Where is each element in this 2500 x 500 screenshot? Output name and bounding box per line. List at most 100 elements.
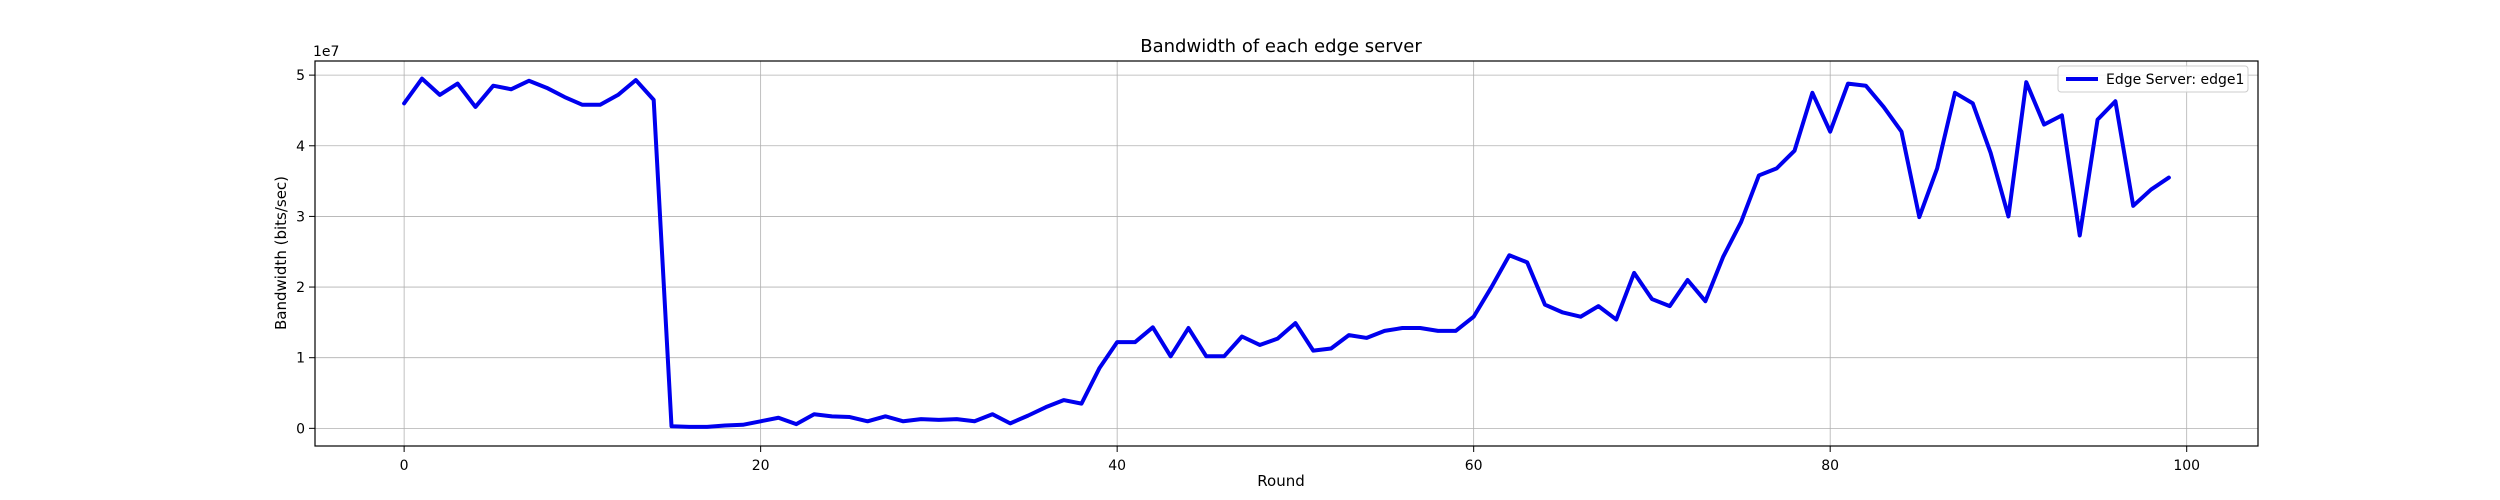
data-point: [776, 416, 780, 420]
data-point: [2042, 123, 2046, 127]
data-point: [1311, 349, 1315, 353]
data-point: [848, 415, 852, 419]
data-point: [1882, 105, 1886, 109]
data-point: [919, 417, 923, 421]
data-point: [2113, 99, 2117, 103]
data-point: [420, 77, 424, 81]
data-point: [1454, 329, 1458, 333]
data-point: [2078, 233, 2082, 237]
data-point: [1204, 354, 1208, 358]
data-point: [402, 101, 406, 105]
data-point: [1400, 326, 1404, 330]
data-point: [687, 425, 691, 429]
data-point: [1097, 366, 1101, 370]
data-point: [1686, 278, 1690, 282]
data-point: [1810, 91, 1814, 95]
data-point: [1561, 310, 1565, 314]
data-point: [1418, 326, 1422, 330]
y-tick-label: 5: [296, 68, 305, 84]
data-point: [866, 419, 870, 423]
data-point: [990, 412, 994, 416]
data-point: [1115, 340, 1119, 344]
data-point: [1365, 336, 1369, 340]
data-point: [1632, 271, 1636, 275]
data-point: [937, 418, 941, 422]
data-point: [1080, 402, 1083, 406]
data-point: [794, 422, 798, 426]
data-point: [580, 103, 584, 107]
data-point: [1293, 321, 1297, 325]
data-point: [812, 412, 816, 416]
data-point: [1186, 326, 1190, 330]
data-point: [491, 84, 495, 88]
data-point: [1971, 101, 1975, 105]
data-point: [1614, 318, 1618, 322]
x-tick-label: 40: [1108, 458, 1126, 474]
data-point: [1258, 343, 1262, 347]
data-point: [2131, 204, 2135, 208]
data-point: [652, 98, 656, 102]
data-point: [723, 424, 727, 428]
tick-layer: 0 20 40 60 80 100 0 1 2 3 4 5: [296, 68, 2200, 474]
y-tick-label: 4: [296, 139, 305, 155]
data-point: [1579, 315, 1583, 319]
data-point: [1133, 340, 1137, 344]
legend-label-edge1: Edge Server: edge1: [2106, 72, 2244, 88]
data-point: [1490, 285, 1493, 289]
data-point: [438, 93, 442, 97]
data-point: [527, 79, 531, 83]
data-point: [1507, 253, 1511, 257]
data-point: [1436, 329, 1440, 333]
y-tick-label: 1: [296, 351, 305, 367]
series-line-0: [402, 76, 2171, 429]
data-point: [563, 95, 567, 99]
data-point: [2024, 80, 2028, 84]
data-point: [1935, 166, 1939, 170]
x-tick-label: 0: [400, 458, 409, 474]
data-point: [1169, 354, 1173, 358]
x-tick-label: 60: [1465, 458, 1483, 474]
data-point: [1525, 260, 1529, 264]
data-point: [1650, 297, 1654, 301]
data-point: [1062, 398, 1066, 402]
data-point: [509, 87, 513, 91]
data-point: [1329, 347, 1333, 351]
grid-layer: [315, 61, 2258, 446]
data-point: [1917, 215, 1921, 219]
data-point: [473, 105, 477, 109]
data-point: [830, 414, 834, 418]
data-point: [670, 424, 674, 428]
legend-box: [2057, 65, 2249, 93]
data-point: [2060, 113, 2064, 117]
data-point: [1739, 220, 1743, 224]
data-point: [1953, 91, 1957, 95]
data-point: [1775, 166, 1779, 170]
data-point: [1240, 335, 1244, 338]
data-point: [2167, 176, 2171, 180]
data-point: [2096, 118, 2100, 122]
data-point: [545, 86, 549, 90]
y-tick-label: 2: [296, 280, 305, 296]
data-point: [1668, 304, 1672, 308]
x-tick-label: 80: [1821, 458, 1839, 474]
data-point: [1151, 325, 1155, 329]
data-point: [705, 425, 709, 429]
chart-title: Bandwidth of each edge server: [1140, 36, 1422, 57]
data-point: [2006, 214, 2010, 218]
data-point: [634, 78, 638, 82]
data-point: [598, 103, 602, 107]
x-axis-title: Round: [1257, 472, 1304, 490]
series-layer: [402, 76, 2171, 429]
data-point: [1383, 329, 1387, 333]
data-point: [1472, 315, 1476, 319]
y-axis-title: Bandwidth (bits/sec): [272, 176, 290, 330]
legend: Edge Server: edge1: [2057, 65, 2249, 93]
data-point: [955, 417, 959, 421]
data-point: [456, 82, 460, 86]
data-point: [1721, 255, 1725, 259]
data-point: [1828, 130, 1832, 134]
data-point: [973, 419, 977, 423]
data-point: [1703, 299, 1707, 303]
plot-frame: [314, 60, 2259, 447]
